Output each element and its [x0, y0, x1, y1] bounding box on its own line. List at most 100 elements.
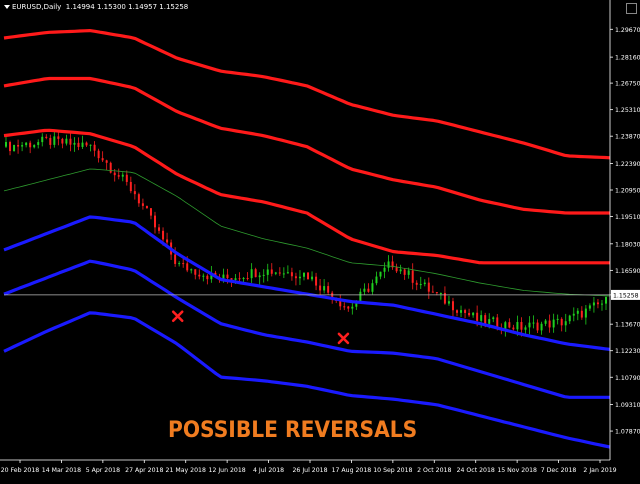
one-click-trading-button[interactable] [626, 3, 637, 14]
candle-body [580, 310, 583, 318]
candle-body [298, 276, 301, 279]
candle-body [339, 300, 342, 307]
candle-body [439, 293, 442, 295]
x-tick-label: 14 Mar 2018 [42, 467, 81, 474]
candle-body [246, 278, 249, 280]
upper-band-3-line [3, 29, 611, 160]
candle-body [391, 261, 394, 268]
candle-body [359, 291, 362, 302]
middle-line-line [3, 168, 611, 297]
candle-body [238, 278, 241, 280]
candle-body [331, 292, 334, 300]
candle-body [145, 205, 148, 209]
candle-body [307, 272, 310, 280]
candle-body [210, 272, 213, 280]
x-tick-label: 20 Feb 2018 [1, 467, 40, 474]
candle-body [560, 318, 563, 326]
symbol-header: EURUSD,Daily 1.14994 1.15300 1.14957 1.1… [4, 3, 188, 11]
candle-body [460, 310, 463, 313]
candle-body [600, 303, 603, 305]
candle-body [488, 319, 491, 324]
candle-body [315, 276, 318, 286]
candle-body [226, 274, 229, 279]
candle-body [178, 263, 181, 265]
candle-body [109, 162, 112, 173]
candle-body [33, 144, 36, 148]
candle-body [472, 312, 475, 316]
candle-body [427, 282, 430, 292]
candle-body [77, 142, 80, 147]
candle-body [592, 302, 595, 306]
candle-body [290, 272, 293, 277]
candle-body [451, 301, 454, 311]
candle-body [266, 269, 269, 275]
candle-body [278, 272, 281, 274]
candle-body [480, 315, 483, 321]
candle-body [129, 181, 132, 192]
candle-body [311, 276, 314, 280]
candle-body [403, 269, 406, 275]
candle-body [105, 160, 108, 163]
candle-body [375, 276, 378, 284]
axes: 1.29670 1.28160 1.26750 1.25310 1.23870 1.223… [0, 0, 640, 474]
y-tick-label: 1.20950 [615, 188, 640, 195]
candle-body [605, 297, 607, 304]
x-tick-label: 27 Apr 2018 [125, 467, 163, 474]
candle-body [158, 227, 161, 231]
x-tick-label: 4 Jul 2018 [253, 467, 284, 474]
candle-body [504, 322, 507, 330]
candle-body [29, 142, 32, 148]
current-price-tag [611, 289, 640, 300]
candle-body [153, 215, 156, 228]
candle-body [73, 142, 76, 145]
candle-body [234, 278, 237, 281]
candle-body [508, 322, 511, 328]
candle-body [343, 306, 346, 308]
candle-body [162, 230, 165, 240]
candle-body [327, 286, 330, 293]
candle-body [484, 315, 487, 324]
x-tick-label: 17 Aug 2018 [332, 467, 372, 474]
candle-body [395, 267, 398, 272]
candle-body [149, 208, 152, 216]
candle-body [206, 275, 209, 280]
candle-body [101, 158, 104, 161]
candle-body [492, 317, 495, 320]
y-tick-label: 1.07870 [615, 429, 640, 436]
candle-body [85, 142, 88, 146]
candle-body [524, 327, 527, 330]
candle-body [347, 306, 350, 309]
candle-body [137, 194, 140, 204]
candle-body [89, 144, 92, 146]
candle-body [41, 136, 44, 143]
x-tick-label: 12 Jun 2018 [209, 467, 246, 474]
annotation-text: POSSIBLE REVERSALS [168, 418, 418, 443]
candle-body [520, 322, 523, 330]
y-tick-label: 1.19510 [615, 214, 640, 221]
candle-body [548, 320, 551, 328]
candle-body [355, 301, 358, 307]
candle-body [190, 269, 193, 271]
candle-body [254, 269, 257, 278]
candle-body [464, 310, 467, 313]
x-tick-label: 24 Oct 2018 [457, 467, 495, 474]
candle-body [121, 174, 124, 177]
candle-body [367, 288, 370, 292]
candle-body [363, 288, 366, 292]
y-tick-label: 1.22390 [615, 161, 640, 168]
current-price-label: 1.15258 [613, 292, 639, 299]
candle-body [182, 263, 185, 265]
candle-body [323, 286, 326, 291]
candle-body [53, 136, 56, 145]
candle-body [544, 320, 547, 324]
candle-body [319, 285, 322, 291]
dropdown-arrow-icon[interactable] [4, 5, 10, 9]
candle-body [431, 291, 434, 293]
candle-body [230, 278, 233, 281]
y-tick-label: 1.25310 [615, 107, 640, 114]
candle-body [415, 282, 418, 285]
lower-band-2-line [3, 259, 610, 399]
